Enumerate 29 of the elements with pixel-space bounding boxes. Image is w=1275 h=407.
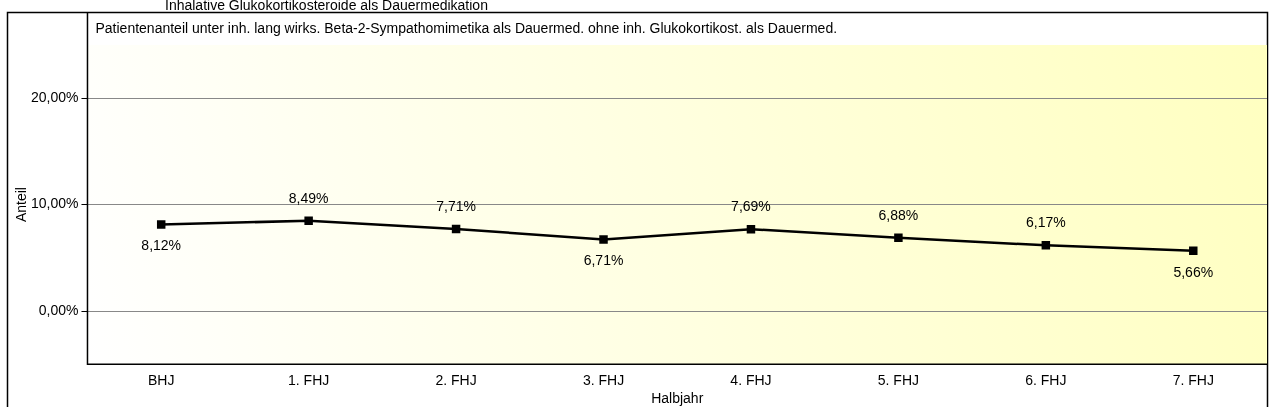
x-tick-label: 1. FHJ	[288, 372, 330, 389]
point	[599, 235, 608, 244]
y-tick-label: 0,00%	[38, 301, 79, 318]
point	[304, 216, 313, 225]
y-tick-label: 10,00%	[31, 195, 79, 212]
point	[1041, 241, 1051, 250]
data-label: 8,12%	[141, 237, 182, 254]
x-tick-label: 2. FHJ	[435, 372, 477, 389]
y-tick-label: 20,00%	[31, 89, 79, 106]
point	[894, 233, 903, 243]
x-axis-title: Halbjahr	[651, 389, 704, 406]
point	[156, 220, 166, 229]
x-tick-label: 4. FHJ	[730, 372, 772, 389]
point	[1189, 246, 1198, 256]
data-label: 7,69%	[731, 198, 771, 215]
data-label: 5,66%	[1173, 263, 1214, 280]
data-label: 8,49%	[288, 189, 329, 206]
data-label: 7,71%	[436, 197, 476, 214]
x-tick-label: BHJ	[147, 372, 175, 389]
x-tick-label: 3. FHJ	[582, 372, 625, 389]
x-tick-label: 6. FHJ	[1025, 372, 1067, 389]
x-tick-label: 5. FHJ	[877, 372, 920, 389]
chart-subtitle: Patientenanteil unter inh. lang wirks. Beta-2-Sympathomimetika als Dauermed. ohne inh. Glukokortikost. als Dauermed.	[95, 19, 838, 36]
data-label: 6,71%	[583, 252, 624, 269]
x-tick-label: 7. FHJ	[1172, 372, 1214, 389]
data-label: 6,88%	[878, 206, 919, 223]
chart-title: Inhalative Glukokortikosteroide als Dauermedikation	[165, 0, 488, 13]
y-axis-title: Anteil	[12, 187, 29, 223]
data-label: 6,17%	[1025, 214, 1066, 231]
